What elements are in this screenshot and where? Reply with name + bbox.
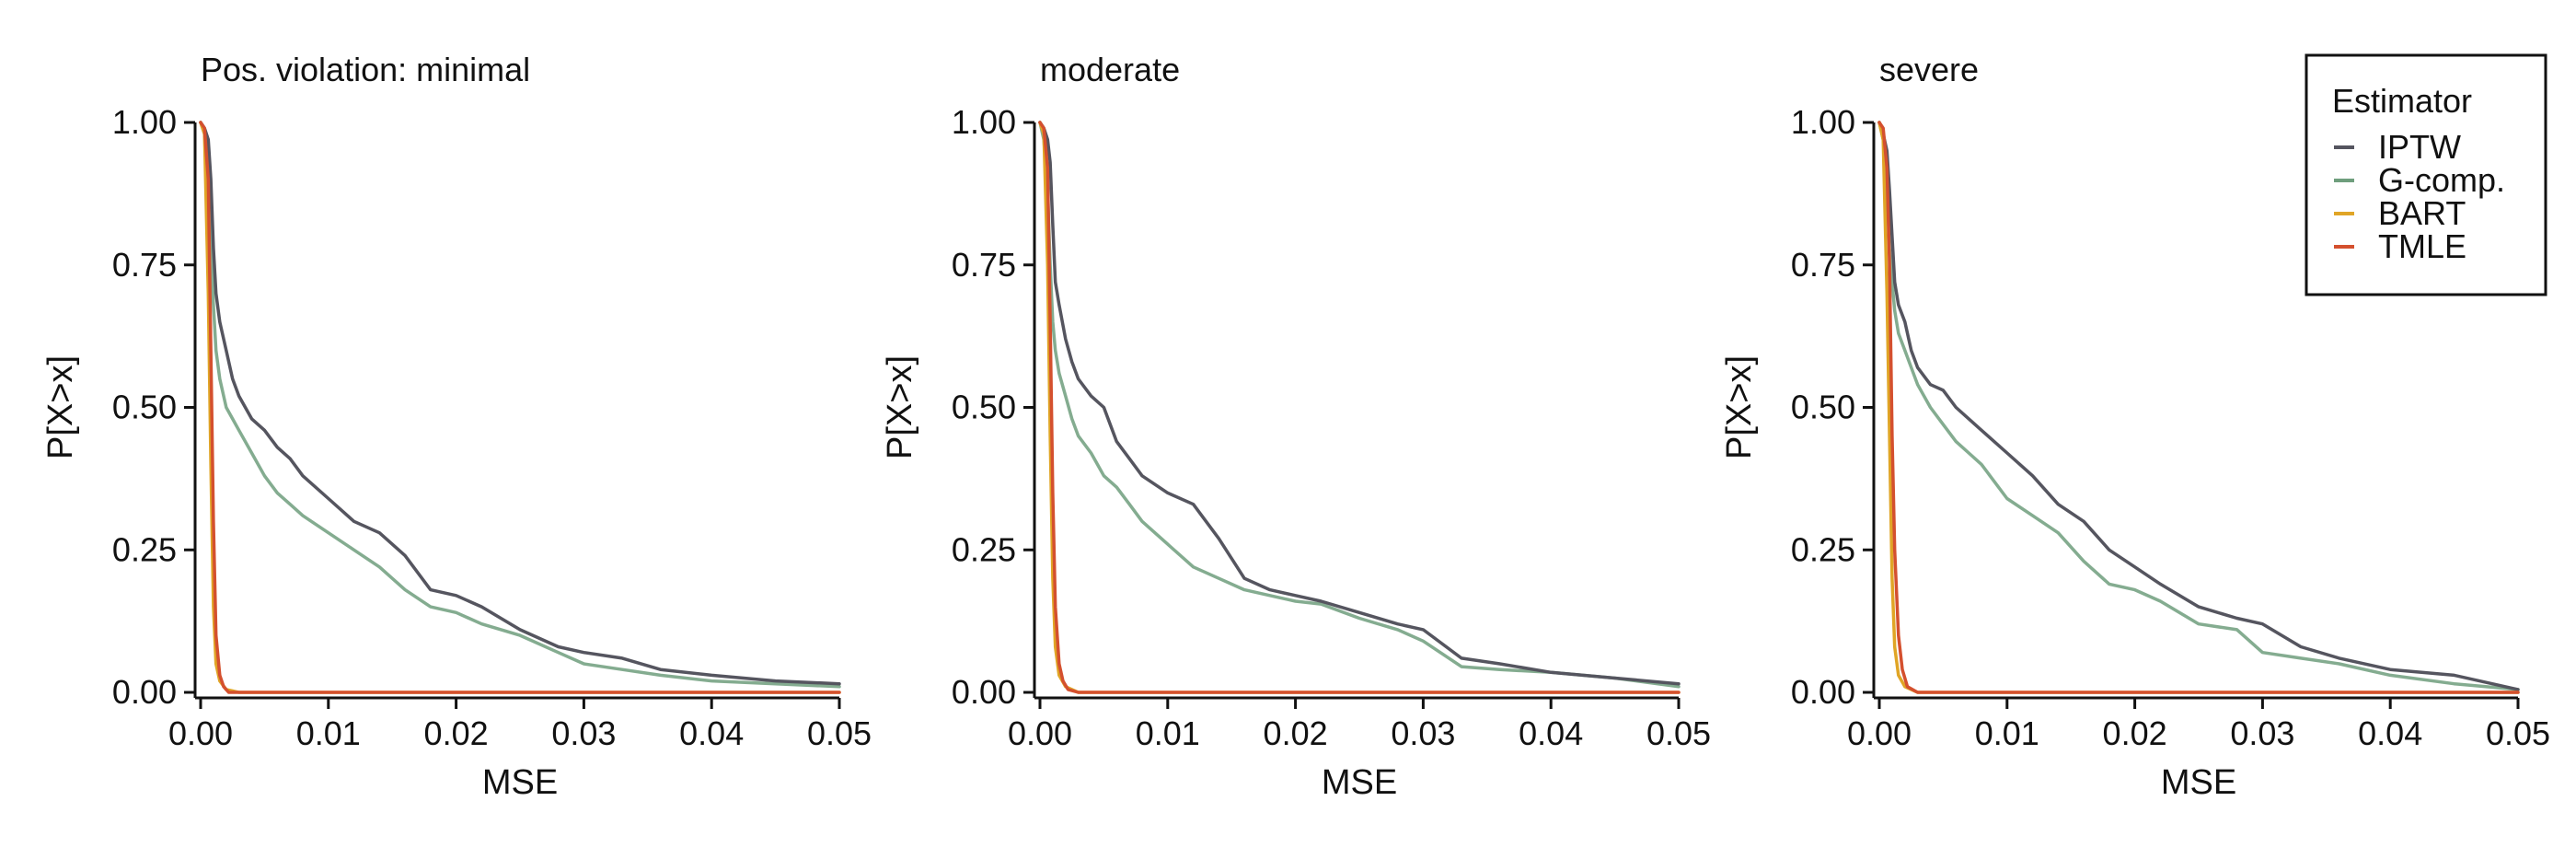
panel-title: moderate bbox=[1040, 51, 1180, 88]
x-tick-label: 0.03 bbox=[551, 714, 616, 752]
legend-item-label: IPTW bbox=[2378, 128, 2461, 166]
y-tick-label: 0.75 bbox=[1791, 246, 1855, 284]
y-tick-label: 0.75 bbox=[952, 246, 1016, 284]
x-tick-label: 0.05 bbox=[1646, 714, 1711, 752]
y-tick-label: 0.50 bbox=[112, 389, 177, 426]
x-tick-label: 0.02 bbox=[424, 714, 489, 752]
legend-title: Estimator bbox=[2332, 82, 2472, 120]
series-line-iptw bbox=[1038, 121, 1681, 686]
series-line-gcomp bbox=[1038, 121, 1681, 689]
y-tick-label: 0.00 bbox=[952, 673, 1016, 711]
y-axis-label: P[X>x] bbox=[881, 355, 919, 459]
x-tick-label: 0.03 bbox=[2230, 714, 2294, 752]
y-tick-label: 0.50 bbox=[952, 389, 1016, 426]
series-line-iptw bbox=[1877, 121, 2520, 691]
series-line-bart bbox=[199, 121, 841, 694]
legend-item-label: BART bbox=[2378, 194, 2466, 232]
series-line-tmle bbox=[1877, 121, 2520, 694]
y-tick-label: 0.50 bbox=[1791, 389, 1855, 426]
x-tick-label: 0.01 bbox=[296, 714, 361, 752]
x-tick-label: 0.05 bbox=[807, 714, 872, 752]
y-axis-label: P[X>x] bbox=[1720, 355, 1759, 459]
x-tick-label: 0.04 bbox=[2358, 714, 2422, 752]
series-line-gcomp bbox=[1877, 121, 2520, 691]
panel-3: severe 0.00 0.25 0.50 0.75 1.00 0.00 0.01 0.02 0.… bbox=[1720, 51, 2550, 802]
y-tick-label: 0.25 bbox=[952, 530, 1016, 568]
series-line-bart bbox=[1038, 121, 1681, 694]
x-tick-label: 0.05 bbox=[2486, 714, 2550, 752]
series-line-iptw bbox=[199, 121, 841, 686]
y-tick-label: 0.25 bbox=[1791, 530, 1855, 568]
panel-title: Pos. violation: minimal bbox=[201, 51, 530, 88]
y-tick-label: 1.00 bbox=[952, 103, 1016, 141]
x-axis-label: MSE bbox=[2161, 763, 2236, 802]
x-tick-label: 0.00 bbox=[1847, 714, 1912, 752]
series-line-gcomp bbox=[199, 121, 841, 689]
panels: Pos. violation: minimal 0.00 0.25 0.50 0.75 1… bbox=[41, 51, 2550, 802]
y-tick-label: 0.00 bbox=[1791, 673, 1855, 711]
x-axis-label: MSE bbox=[1322, 763, 1397, 802]
panel-2: moderate 0.00 0.25 0.50 0.75 1.00 0.00 0.01 0.02… bbox=[881, 51, 1711, 802]
x-tick-label: 0.02 bbox=[2103, 714, 2167, 752]
y-tick-label: 1.00 bbox=[112, 103, 177, 141]
x-axis-label: MSE bbox=[482, 763, 558, 802]
series-line-tmle bbox=[1038, 121, 1681, 694]
x-tick-label: 0.00 bbox=[168, 714, 233, 752]
y-axis-label: P[X>x] bbox=[41, 355, 80, 459]
legend-item-label: G-comp. bbox=[2378, 161, 2505, 199]
legend-box bbox=[2305, 53, 2547, 296]
x-tick-label: 0.01 bbox=[1975, 714, 2039, 752]
x-tick-label: 0.02 bbox=[1264, 714, 1328, 752]
y-tick-label: 0.00 bbox=[112, 673, 177, 711]
x-tick-label: 0.00 bbox=[1008, 714, 1072, 752]
y-tick-label: 0.25 bbox=[112, 530, 177, 568]
panel-title: severe bbox=[1879, 51, 1979, 88]
x-tick-label: 0.01 bbox=[1136, 714, 1200, 752]
x-tick-label: 0.03 bbox=[1391, 714, 1455, 752]
series-line-tmle bbox=[199, 121, 841, 694]
panel-1: Pos. violation: minimal 0.00 0.25 0.50 0.75 1… bbox=[41, 51, 872, 802]
x-tick-label: 0.04 bbox=[679, 714, 744, 752]
legend-item-label: TMLE bbox=[2378, 227, 2466, 265]
y-tick-label: 0.75 bbox=[112, 246, 177, 284]
x-tick-label: 0.04 bbox=[1519, 714, 1583, 752]
y-tick-label: 1.00 bbox=[1791, 103, 1855, 141]
